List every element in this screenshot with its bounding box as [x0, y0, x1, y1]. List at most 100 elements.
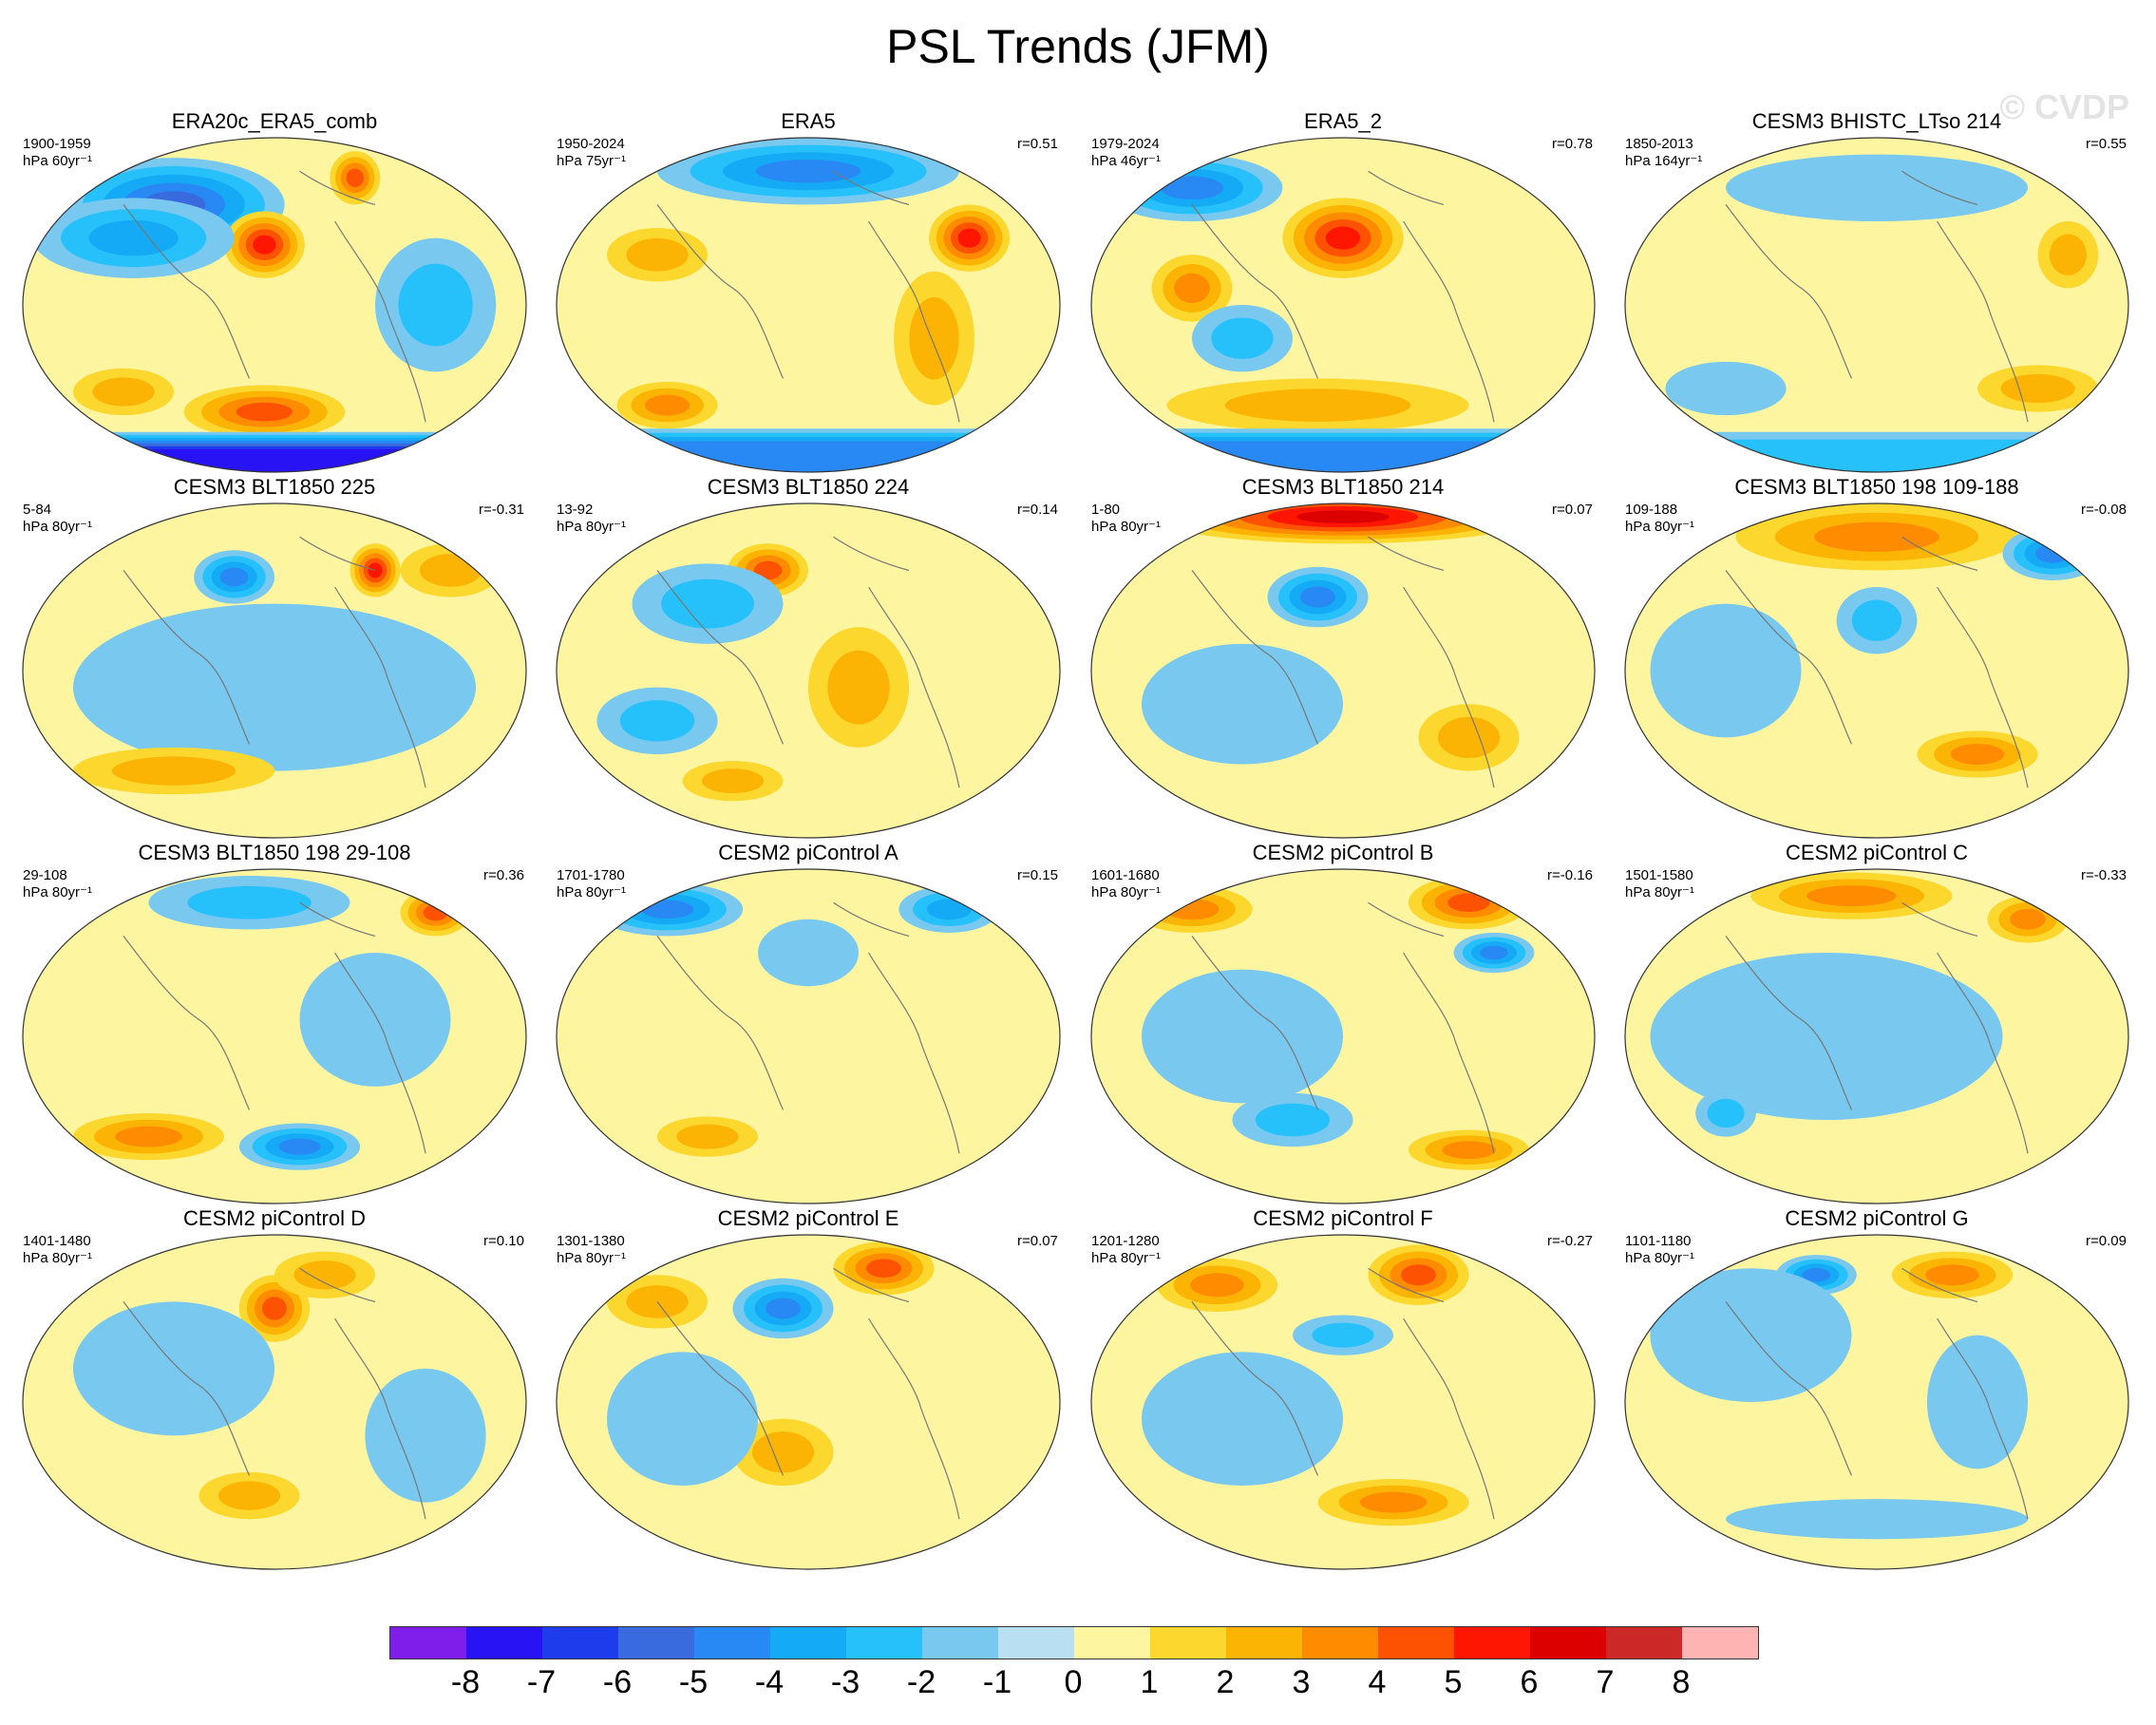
- trend-field: [557, 869, 1060, 1204]
- trend-contour: [2000, 373, 2075, 404]
- colorbar-labels: -8 -7 -6 -5 -4 -3 -2 -1 0 1 2 3 4 5 6 7 8: [389, 1664, 1768, 1706]
- panel-title: CESM2 piControl B: [1252, 841, 1434, 864]
- colorbar-tick-label: 5: [1444, 1664, 1463, 1700]
- panel-units: hPa 80yr⁻¹: [1091, 519, 1161, 535]
- trend-contour: [1480, 945, 1508, 960]
- panel-units: hPa 80yr⁻¹: [23, 519, 92, 535]
- colorbar-swatch: [1150, 1627, 1226, 1659]
- colorbar-swatch: [1226, 1627, 1302, 1659]
- map-plot: [1090, 1234, 1596, 1570]
- trend-contour: [1142, 643, 1343, 765]
- coastline: [1191, 936, 1319, 1110]
- trend-contour: [1359, 1491, 1428, 1513]
- trend-field: [1625, 869, 2128, 1204]
- panel-years: 1701-1780: [557, 867, 625, 883]
- map-plot: [1090, 502, 1596, 839]
- coastline: [1368, 901, 1445, 937]
- trend-contour: [111, 756, 236, 786]
- colorbar-tick-label: -4: [754, 1664, 785, 1700]
- coastline: [1901, 1267, 1978, 1302]
- trend-contour: [1437, 716, 1501, 759]
- panel-years: 13-92: [557, 502, 594, 518]
- coastline: [1368, 170, 1445, 205]
- coastline: [299, 1267, 376, 1302]
- panel-period: 1201-1280 hPa 80yr⁻¹: [1091, 1233, 1161, 1267]
- trend-contour: [1806, 885, 1897, 907]
- panel-title: CESM2 piControl A: [718, 841, 898, 864]
- map-panel: CESM2 piControl B 1601-1680 hPa 80yr⁻¹ r=-0…: [1076, 841, 1610, 1211]
- trend-contour: [1814, 521, 1939, 552]
- trend-contour: [866, 1259, 901, 1278]
- trend-contour: [1650, 603, 1802, 738]
- coastline: [334, 586, 426, 788]
- coastline: [1901, 536, 1978, 571]
- trend-contour: [1296, 510, 1390, 523]
- colorbar-swatch: [542, 1627, 618, 1659]
- map-plot: [556, 1234, 1061, 1570]
- panel-correlation: r=-0.33: [2081, 867, 2127, 883]
- trend-contour: [92, 377, 155, 407]
- panel-period: 13-92 hPa 80yr⁻¹: [557, 502, 626, 536]
- coastline: [1368, 536, 1445, 571]
- trend-contour: [909, 296, 959, 380]
- panel-years: 1950-2024: [557, 136, 625, 152]
- southern-ocean-band: [1625, 439, 2128, 472]
- map-panel: CESM2 piControl G 1101-1180 hPa 80yr⁻¹ r=0.…: [1610, 1206, 2144, 1577]
- map-plot: [556, 868, 1061, 1204]
- panel-correlation: r=0.07: [1017, 1233, 1058, 1249]
- trend-contour: [365, 1368, 486, 1503]
- panel-correlation: r=-0.08: [2081, 502, 2127, 518]
- colorbar-swatch: [1606, 1627, 1682, 1659]
- coastline: [868, 220, 960, 423]
- coastline: [1191, 1301, 1319, 1476]
- panel-period: 1101-1180 hPa 80yr⁻¹: [1625, 1233, 1694, 1267]
- panel-title: CESM3 BLT1850 225: [173, 475, 376, 499]
- panel-correlation: r=0.14: [1017, 502, 1058, 518]
- trend-contour: [766, 1298, 801, 1319]
- coastline: [656, 936, 785, 1110]
- trend-contour: [626, 237, 689, 272]
- colorbar-tick-label: 8: [1672, 1664, 1691, 1700]
- panel-period: 1401-1480 hPa 80yr⁻¹: [23, 1233, 92, 1267]
- map-border: [556, 502, 1061, 839]
- panel-correlation: r=0.36: [483, 867, 524, 883]
- panel-years: 1401-1480: [23, 1233, 91, 1249]
- map-panel: CESM2 piControl C 1501-1580 hPa 80yr⁻¹ r=-0…: [1610, 841, 2144, 1211]
- trend-contour: [1224, 389, 1411, 422]
- trend-contour: [293, 1261, 356, 1290]
- map-panel: CESM3 BHISTC_LTso 214 1850-2013 hPa 164yr⁻…: [1610, 109, 2144, 480]
- map-plot: [1090, 137, 1596, 473]
- map-plot: [1624, 868, 2129, 1204]
- panel-units: hPa 75yr⁻¹: [557, 153, 626, 169]
- panel-units: hPa 60yr⁻¹: [23, 153, 92, 169]
- trend-contour: [217, 1481, 281, 1510]
- coastline: [1191, 570, 1319, 745]
- trend-contour: [219, 567, 249, 587]
- colorbar-swatch: [1302, 1627, 1378, 1659]
- map-panel: CESM3 BLT1850 198 109-188 109-188 hPa 80yr…: [1610, 475, 2144, 845]
- trend-contour: [278, 1138, 321, 1155]
- panel-correlation: r=0.51: [1017, 136, 1058, 152]
- map-plot: [22, 137, 527, 473]
- coastline: [1725, 570, 1853, 745]
- panel-units: hPa 80yr⁻¹: [1625, 884, 1694, 900]
- coastline: [299, 170, 376, 205]
- trend-field: [1091, 503, 1595, 838]
- map-panel: CESM3 BLT1850 224 13-92 hPa 80yr⁻¹ r=0.14: [541, 475, 1075, 845]
- trend-field: [23, 1235, 526, 1569]
- panel-units: hPa 80yr⁻¹: [557, 519, 626, 535]
- trend-contour: [368, 562, 383, 578]
- map-plot: [1090, 868, 1596, 1204]
- trend-contour: [398, 263, 473, 347]
- trend-contour: [187, 885, 312, 919]
- map-panel: CESM2 piControl D 1401-1480 hPa 80yr⁻¹ r=0.…: [8, 1206, 541, 1577]
- trend-contour: [676, 1124, 739, 1149]
- panel-units: hPa 164yr⁻¹: [1625, 153, 1703, 169]
- colorbar-swatch: [466, 1627, 542, 1659]
- map-border: [556, 137, 1061, 473]
- coastline: [868, 586, 960, 788]
- trend-field: [23, 869, 526, 1204]
- panel-correlation: r=-0.31: [479, 502, 524, 518]
- panel-correlation: r=0.78: [1552, 136, 1593, 152]
- colorbar-tick-label: -8: [450, 1664, 481, 1700]
